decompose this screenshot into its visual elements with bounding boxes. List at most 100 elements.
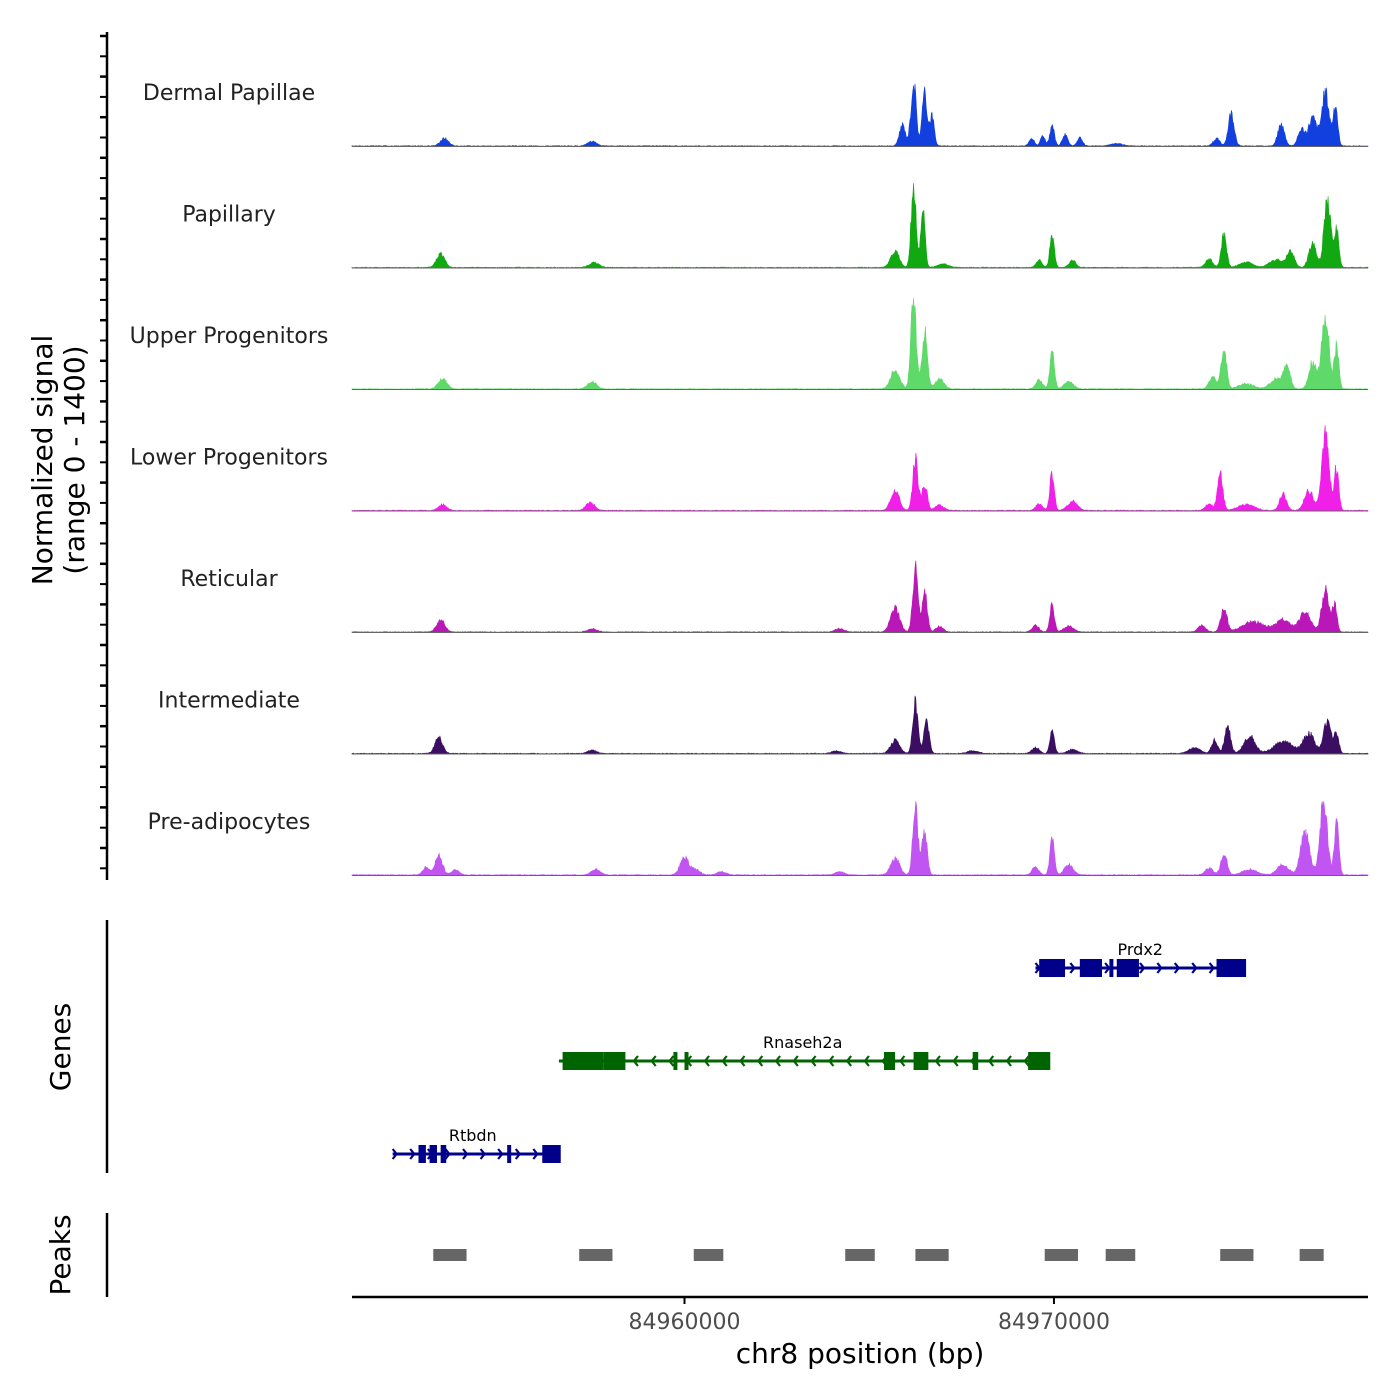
- strand-arrow: [845, 1055, 853, 1067]
- peak-region: [1105, 1249, 1136, 1261]
- peak-region: [1044, 1249, 1078, 1261]
- strand-arrow: [934, 1055, 941, 1067]
- signal-tracks: Dermal Papillae Papillary Upper Progenitor…: [130, 81, 1369, 876]
- track-dermal-papillae: Dermal Papillae: [143, 81, 1369, 147]
- gene-exon: [1116, 959, 1139, 977]
- track-pre-adipocytes: Pre-adipocytes: [148, 801, 1369, 876]
- strand-arrow: [756, 1055, 764, 1067]
- strand-arrow: [1191, 962, 1198, 974]
- track-intermediate: Intermediate: [158, 689, 1369, 755]
- track-label: Dermal Papillae: [143, 81, 315, 106]
- strand-arrow: [952, 1055, 959, 1067]
- track-label: Reticular: [180, 567, 278, 592]
- strand-arrow: [1139, 962, 1146, 974]
- track-upper-progenitors: Upper Progenitors: [130, 297, 1369, 390]
- track-lower-progenitors: Lower Progenitors: [130, 425, 1369, 512]
- track-label: Papillary: [182, 203, 276, 228]
- strand-arrow: [1023, 1055, 1030, 1067]
- gene-track: Prdx2 Rnaseh2a Rtbdn: [391, 940, 1247, 1163]
- signal-area: [351, 695, 1369, 755]
- gene-exon: [1039, 959, 1066, 977]
- strand-arrow: [987, 1055, 995, 1067]
- x-axis-ticks: 84960000 84970000: [629, 1297, 1110, 1335]
- gene-exon: [418, 1145, 426, 1163]
- track-label: Intermediate: [158, 689, 300, 714]
- gene-exon: [603, 1052, 626, 1070]
- peak-region: [915, 1249, 949, 1261]
- strand-arrow: [462, 1148, 469, 1160]
- strand-arrow: [444, 1148, 451, 1160]
- x-tick-label: 84970000: [998, 1310, 1110, 1335]
- gene-label: Rtbdn: [449, 1126, 497, 1145]
- gene-exon: [884, 1052, 896, 1070]
- gene-rnaseh2a: Rnaseh2a: [558, 1033, 1051, 1070]
- gene-exon: [684, 1052, 689, 1070]
- strand-arrow: [532, 1148, 539, 1160]
- strand-arrow: [863, 1055, 870, 1067]
- y-axis-title-line2: (range 0 - 1400): [58, 345, 91, 574]
- signal-area: [351, 183, 1369, 269]
- gene-exon: [673, 1052, 678, 1070]
- strand-arrow: [827, 1055, 835, 1067]
- strand-arrow: [1005, 1055, 1012, 1067]
- strand-arrow: [810, 1055, 817, 1067]
- strand-arrow: [668, 1055, 675, 1067]
- gene-exon: [1028, 1052, 1051, 1070]
- strand-arrow: [739, 1055, 746, 1067]
- strand-arrow: [899, 1055, 906, 1067]
- strand-arrow: [1069, 962, 1076, 974]
- strand-arrow: [792, 1055, 799, 1067]
- strand-arrow: [1104, 962, 1111, 974]
- strand-arrow: [774, 1055, 781, 1067]
- peak-region: [1299, 1249, 1324, 1261]
- track-label: Pre-adipocytes: [148, 810, 311, 835]
- gene-exon: [507, 1145, 512, 1163]
- gene-exon: [542, 1145, 561, 1163]
- signal-area: [351, 801, 1369, 876]
- y-axis-title-line1: Normalized signal: [26, 335, 59, 586]
- peak-region: [433, 1249, 467, 1261]
- gene-exon: [440, 1145, 447, 1163]
- strand-arrow: [409, 1148, 416, 1160]
- track-papillary: Papillary: [182, 183, 1369, 269]
- strand-arrow: [391, 1148, 399, 1160]
- peak-region: [579, 1249, 613, 1261]
- x-tick-label: 84960000: [629, 1310, 741, 1335]
- genes-axis-title: Genes: [44, 1003, 77, 1091]
- strand-arrow: [632, 1055, 639, 1067]
- strand-arrow: [479, 1148, 486, 1160]
- strand-arrow: [703, 1055, 710, 1067]
- track-label: Lower Progenitors: [130, 446, 328, 471]
- track-reticular: Reticular: [180, 560, 1369, 633]
- x-axis-title: chr8 position (bp): [736, 1337, 985, 1370]
- track-label: Upper Progenitors: [130, 324, 329, 349]
- gene-exon: [429, 1145, 437, 1163]
- strand-arrow: [497, 1148, 504, 1160]
- signal-area: [351, 560, 1369, 633]
- gene-exon: [913, 1052, 929, 1070]
- strand-arrow: [1208, 962, 1215, 974]
- peak-region: [1220, 1249, 1254, 1261]
- strand-arrow: [1173, 962, 1181, 974]
- strand-arrow: [1156, 962, 1163, 974]
- peak-region: [693, 1249, 724, 1261]
- gene-prdx2: Prdx2: [1034, 940, 1247, 977]
- gene-label: Prdx2: [1118, 940, 1163, 959]
- strand-arrow: [721, 1055, 728, 1067]
- signal-area: [351, 83, 1369, 147]
- gene-exon: [1109, 959, 1114, 977]
- gene-exon: [562, 1052, 604, 1070]
- peak-track: [433, 1249, 1324, 1261]
- signal-area: [351, 425, 1369, 512]
- gene-exon: [1079, 959, 1102, 977]
- gene-exon: [1216, 959, 1247, 977]
- strand-arrow: [650, 1055, 657, 1067]
- peaks-axis-title: Peaks: [44, 1214, 77, 1295]
- signal-area: [351, 297, 1369, 390]
- signal-y-axis-ticks: [100, 34, 107, 870]
- gene-rtbdn: Rtbdn: [391, 1126, 561, 1163]
- gene-exon: [972, 1052, 979, 1070]
- peak-region: [845, 1249, 875, 1261]
- strand-arrow: [514, 1148, 522, 1160]
